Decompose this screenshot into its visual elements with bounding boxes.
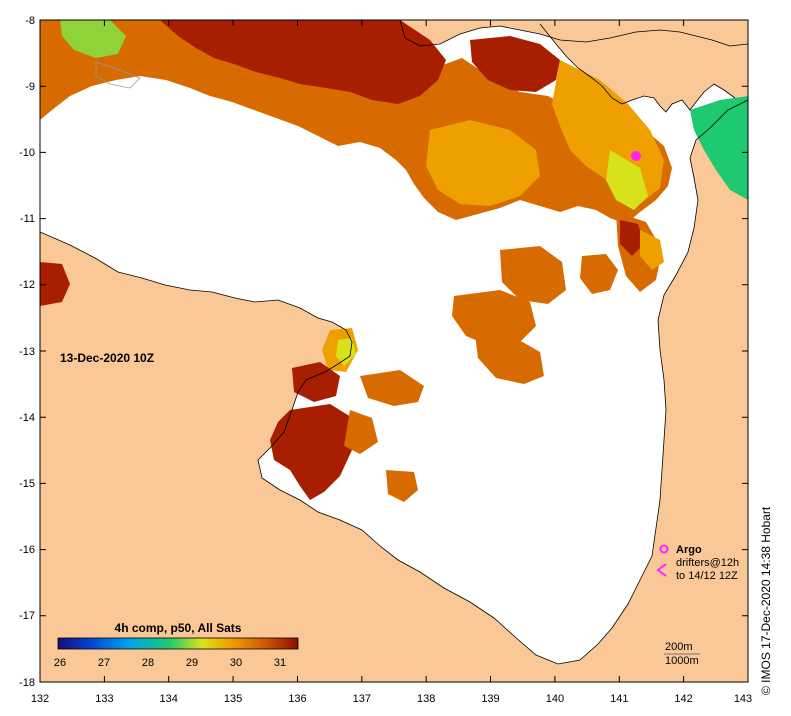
y-label-minus8: -8 [25,15,35,27]
y-label-minus15: -15 [19,478,35,490]
y-label-minus17: -17 [19,610,35,622]
depth-1000-label: 1000m [665,655,699,667]
x-label-138: 138 [417,693,435,705]
coastlines [40,20,748,665]
colorbar-title: 4h comp, p50, All Sats [115,621,242,635]
y-label-minus12: -12 [19,279,35,291]
x-axis-labels: 132 133 134 135 136 137 138 139 140 141 … [31,693,752,705]
colorbar-tick-28: 28 [142,657,154,669]
x-label-133: 133 [95,693,113,705]
drifter-arrow-icon [656,563,667,577]
x-label-136: 136 [288,693,306,705]
y-label-minus13: -13 [19,346,35,358]
colorbar-tick-31: 31 [274,657,286,669]
land-new-guinea [400,20,748,46]
x-label-135: 135 [224,693,242,705]
y-label-minus18: -18 [19,677,35,689]
argo-legend-label: Argo [676,544,702,556]
x-label-139: 139 [481,693,499,705]
y-label-minus9: -9 [25,81,35,93]
colorbar: 4h comp, p50, All Sats 26 27 28 29 30 31 [54,621,299,669]
argo-float-marker [631,151,641,161]
x-label-140: 140 [546,693,564,705]
colorbar-tick-30: 30 [230,657,242,669]
colorbar-gradient [57,637,299,650]
colorbar-tick-27: 27 [98,657,110,669]
timestamp-label: 13-Dec-2020 10Z [60,351,154,365]
colorbar-tick-26: 26 [54,657,66,669]
y-label-minus14: -14 [19,412,35,424]
x-label-142: 142 [674,693,692,705]
credit-label: © IMOS 17-Dec-2020 14:38 Hobart [759,506,773,695]
land-cape-york [520,20,748,112]
y-label-minus11: -11 [20,213,35,225]
x-label-141: 141 [610,693,628,705]
x-label-134: 134 [160,693,178,705]
x-label-132: 132 [31,693,49,705]
colorbar-tick-29: 29 [186,657,198,669]
depth-200-label: 200m [665,641,693,653]
axis-ticks [39,19,749,683]
sst-data-patches [40,20,748,502]
y-label-minus10: -10 [19,147,35,159]
drifters-legend-label: drifters@12h [676,557,739,569]
y-label-minus16: -16 [19,544,35,556]
argo-legend-icon [659,544,669,554]
x-label-137: 137 [353,693,371,705]
y-axis-labels: -8 -9 -10 -11 -12 -13 -14 -15 -16 -17 -1… [19,15,35,689]
legend: Argo drifters@12h to 14/12 12Z 200m 1000… [656,544,739,667]
drifters-to-label: to 14/12 12Z [676,570,738,582]
x-label-143: 143 [734,693,752,705]
land-northern-territory [40,100,748,682]
